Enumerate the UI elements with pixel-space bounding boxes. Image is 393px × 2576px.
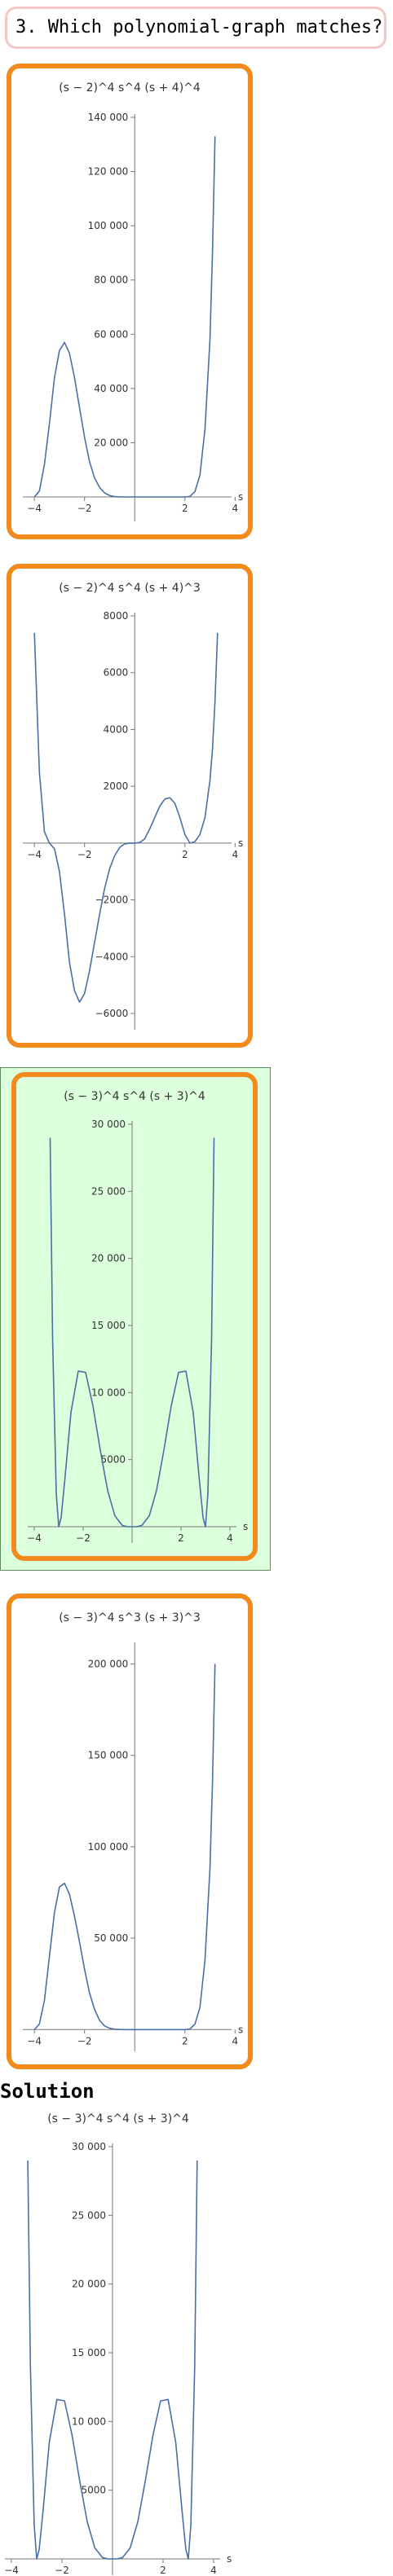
y-tick-label: 8000 [104, 610, 129, 622]
y-tick-label: 5000 [100, 1454, 126, 1466]
x-tick-label: 2 [182, 2035, 188, 2046]
x-tick-label: 2 [182, 503, 188, 514]
x-tick-label: −2 [77, 2035, 92, 2046]
y-tick-label: 40 000 [94, 383, 128, 394]
x-tick-label: −4 [27, 503, 42, 514]
y-tick-label: 10 000 [72, 2416, 106, 2427]
y-tick-label: 10 000 [91, 1387, 126, 1398]
x-tick-label: −2 [77, 849, 92, 860]
choice-4-plot: (s − 3)^4 s^3 (s + 3)^3 s −4 −2 2 4 50 000 100 … [23, 1611, 243, 2051]
x-axis-label: s [243, 1521, 248, 1532]
x-tick-label: −2 [77, 503, 92, 514]
plot-title: (s − 3)^4 s^4 (s + 3)^4 [47, 2112, 189, 2125]
y-tick-label: 25 000 [72, 2209, 106, 2221]
x-tick-label: −4 [27, 849, 42, 860]
y-tick-label: 2000 [104, 780, 129, 792]
x-tick-label: −2 [55, 2565, 69, 2576]
solution-plot: (s − 3)^4 s^4 (s + 3)^4 s −4 −2 2 4 5000 10 000… [4, 2112, 232, 2576]
x-axis-label: s [238, 491, 243, 503]
y-tick-label: 100 000 [88, 1841, 129, 1853]
choice-3-plot: (s − 3)^4 s^4 (s + 3)^4 s −4 −2 2 4 5000 10 000… [27, 1090, 248, 1544]
x-tick-label: −2 [76, 1532, 91, 1544]
choice-2-plot: (s − 2)^4 s^4 (s + 4)^3 s −4 −2 2 4 −6000 −4000… [23, 582, 243, 1030]
y-tick-label: 5000 [81, 2485, 106, 2496]
x-tick-label: −4 [27, 1532, 42, 1544]
x-tick-label: 4 [232, 849, 238, 860]
x-tick-label: −4 [27, 2035, 42, 2046]
y-tick-label: 15 000 [91, 1320, 126, 1331]
y-tick-label: 6000 [104, 667, 129, 679]
choice-card-2[interactable]: (s − 2)^4 s^4 (s + 4)^3 s −4 −2 2 4 −6000 −4000… [7, 564, 253, 1048]
y-tick-label: 30 000 [72, 2141, 106, 2152]
x-tick-label: −4 [4, 2565, 19, 2576]
y-tick-label: 25 000 [91, 1185, 126, 1197]
y-tick-label: 20 000 [91, 1253, 126, 1264]
y-tick-label: 150 000 [88, 1750, 129, 1761]
x-tick-label: 2 [182, 849, 188, 860]
series-line [27, 2160, 198, 2560]
series-line [33, 1664, 216, 2031]
y-tick-label: 20 000 [94, 437, 128, 448]
choice-card-4[interactable]: (s − 3)^4 s^3 (s + 3)^3 s −4 −2 2 4 50 000 100 … [7, 1594, 253, 2069]
plot-title: (s − 2)^4 s^4 (s + 4)^4 [59, 81, 201, 95]
y-tick-label: 80 000 [94, 275, 128, 286]
series-line [49, 1137, 215, 1528]
x-tick-label: 2 [160, 2565, 166, 2576]
y-tick-label: 30 000 [91, 1119, 126, 1130]
y-tick-label: −2000 [95, 895, 129, 906]
plot-title: (s − 3)^4 s^3 (s + 3)^3 [59, 1611, 201, 1624]
x-axis-label: s [227, 2553, 232, 2565]
question-text: 3. Which polynomial-graph matches? [15, 17, 383, 37]
choice-card-3[interactable]: (s − 3)^4 s^4 (s + 3)^4 s −4 −2 2 4 5000 10 000… [11, 1072, 258, 1561]
y-tick-label: 140 000 [88, 112, 129, 123]
series-line [33, 632, 219, 1003]
x-tick-label: 2 [178, 1532, 184, 1544]
x-tick-label: 4 [232, 2035, 238, 2046]
x-axis-label: s [238, 2024, 243, 2035]
y-tick-label: 100 000 [88, 220, 129, 231]
choice-card-1[interactable]: (s − 2)^4 s^4 (s + 4)^4 s −4 −2 2 4 20 000 40 0… [7, 64, 253, 539]
y-tick-label: 20 000 [72, 2279, 106, 2290]
x-axis-label: s [238, 837, 243, 849]
choice-1-plot: (s − 2)^4 s^4 (s + 4)^4 s −4 −2 2 4 20 000 40 0… [23, 81, 243, 521]
y-tick-label: 200 000 [88, 1658, 129, 1669]
plot-title: (s − 2)^4 s^4 (s + 4)^3 [59, 582, 201, 595]
plot-title: (s − 3)^4 s^4 (s + 3)^4 [64, 1090, 205, 1103]
x-tick-label: 4 [210, 2565, 217, 2576]
solution-heading: Solution [0, 2080, 95, 2103]
y-tick-label: 50 000 [94, 1932, 128, 1944]
y-tick-label: 4000 [104, 723, 129, 735]
y-tick-label: 120 000 [88, 166, 129, 178]
x-tick-label: 4 [232, 503, 238, 514]
series-line [33, 136, 216, 498]
y-tick-label: 15 000 [72, 2347, 106, 2358]
y-tick-label: 60 000 [94, 328, 128, 340]
y-tick-label: −4000 [95, 951, 129, 962]
x-tick-label: 4 [227, 1532, 233, 1544]
y-tick-label: −6000 [95, 1008, 129, 1019]
question-prompt: 3. Which polynomial-graph matches? [5, 7, 386, 49]
